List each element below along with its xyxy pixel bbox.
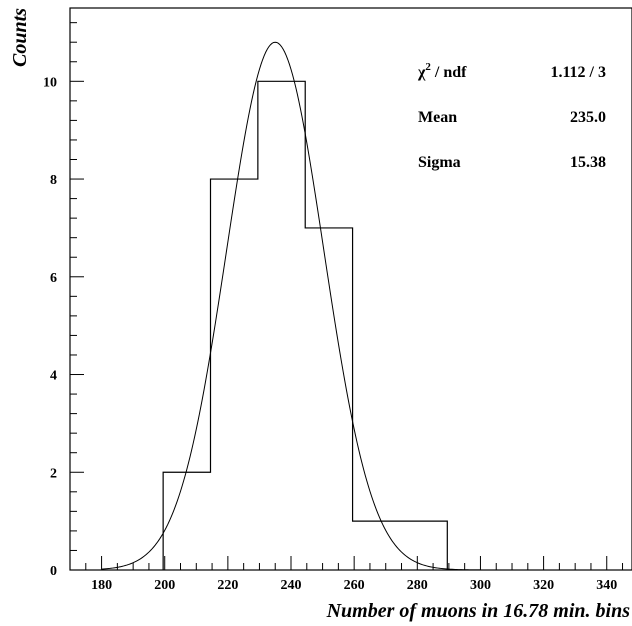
x-tick-label: 260	[344, 578, 365, 593]
x-tick-label: 200	[154, 578, 175, 593]
stats-box: χ2 / ndf 1.112 / 3 Mean 235.0 Sigma 15.38	[417, 61, 606, 171]
histogram-outline	[162, 80, 448, 570]
x-tick-label: 280	[407, 578, 428, 593]
tick-labels: 180 200 220 240 260 280 300 320 340 0 2 4 6 8 10	[43, 75, 617, 593]
stat-label: χ2 / ndf	[417, 61, 467, 81]
x-tick-label: 220	[217, 578, 238, 593]
x-axis-title: Number of muons in 16.78 min. bins	[326, 600, 631, 622]
stat-value: 235.0	[570, 109, 606, 126]
y-tick-label: 0	[50, 564, 57, 579]
y-tick-label: 6	[50, 271, 57, 286]
stat-label: Mean	[418, 109, 457, 126]
gaussian-fit-curve	[101, 41, 481, 571]
y-tick-label: 8	[50, 173, 57, 188]
y-axis-title: Counts	[9, 8, 31, 67]
plot-frame	[69, 7, 632, 571]
y-tick-label: 10	[43, 75, 57, 90]
stat-value: 1.112 / 3	[550, 64, 606, 81]
y-tick-label: 4	[50, 369, 57, 384]
x-tick-label: 240	[281, 578, 302, 593]
y-tick-label: 2	[50, 466, 57, 481]
x-tick-label: 340	[596, 578, 617, 593]
stat-value: 15.38	[570, 154, 606, 171]
stat-label: Sigma	[418, 154, 461, 171]
axis-ticks	[69, 22, 624, 571]
x-tick-label: 300	[470, 578, 491, 593]
x-tick-label: 320	[533, 578, 554, 593]
histogram-bars	[162, 80, 448, 570]
x-tick-label: 180	[91, 578, 112, 593]
